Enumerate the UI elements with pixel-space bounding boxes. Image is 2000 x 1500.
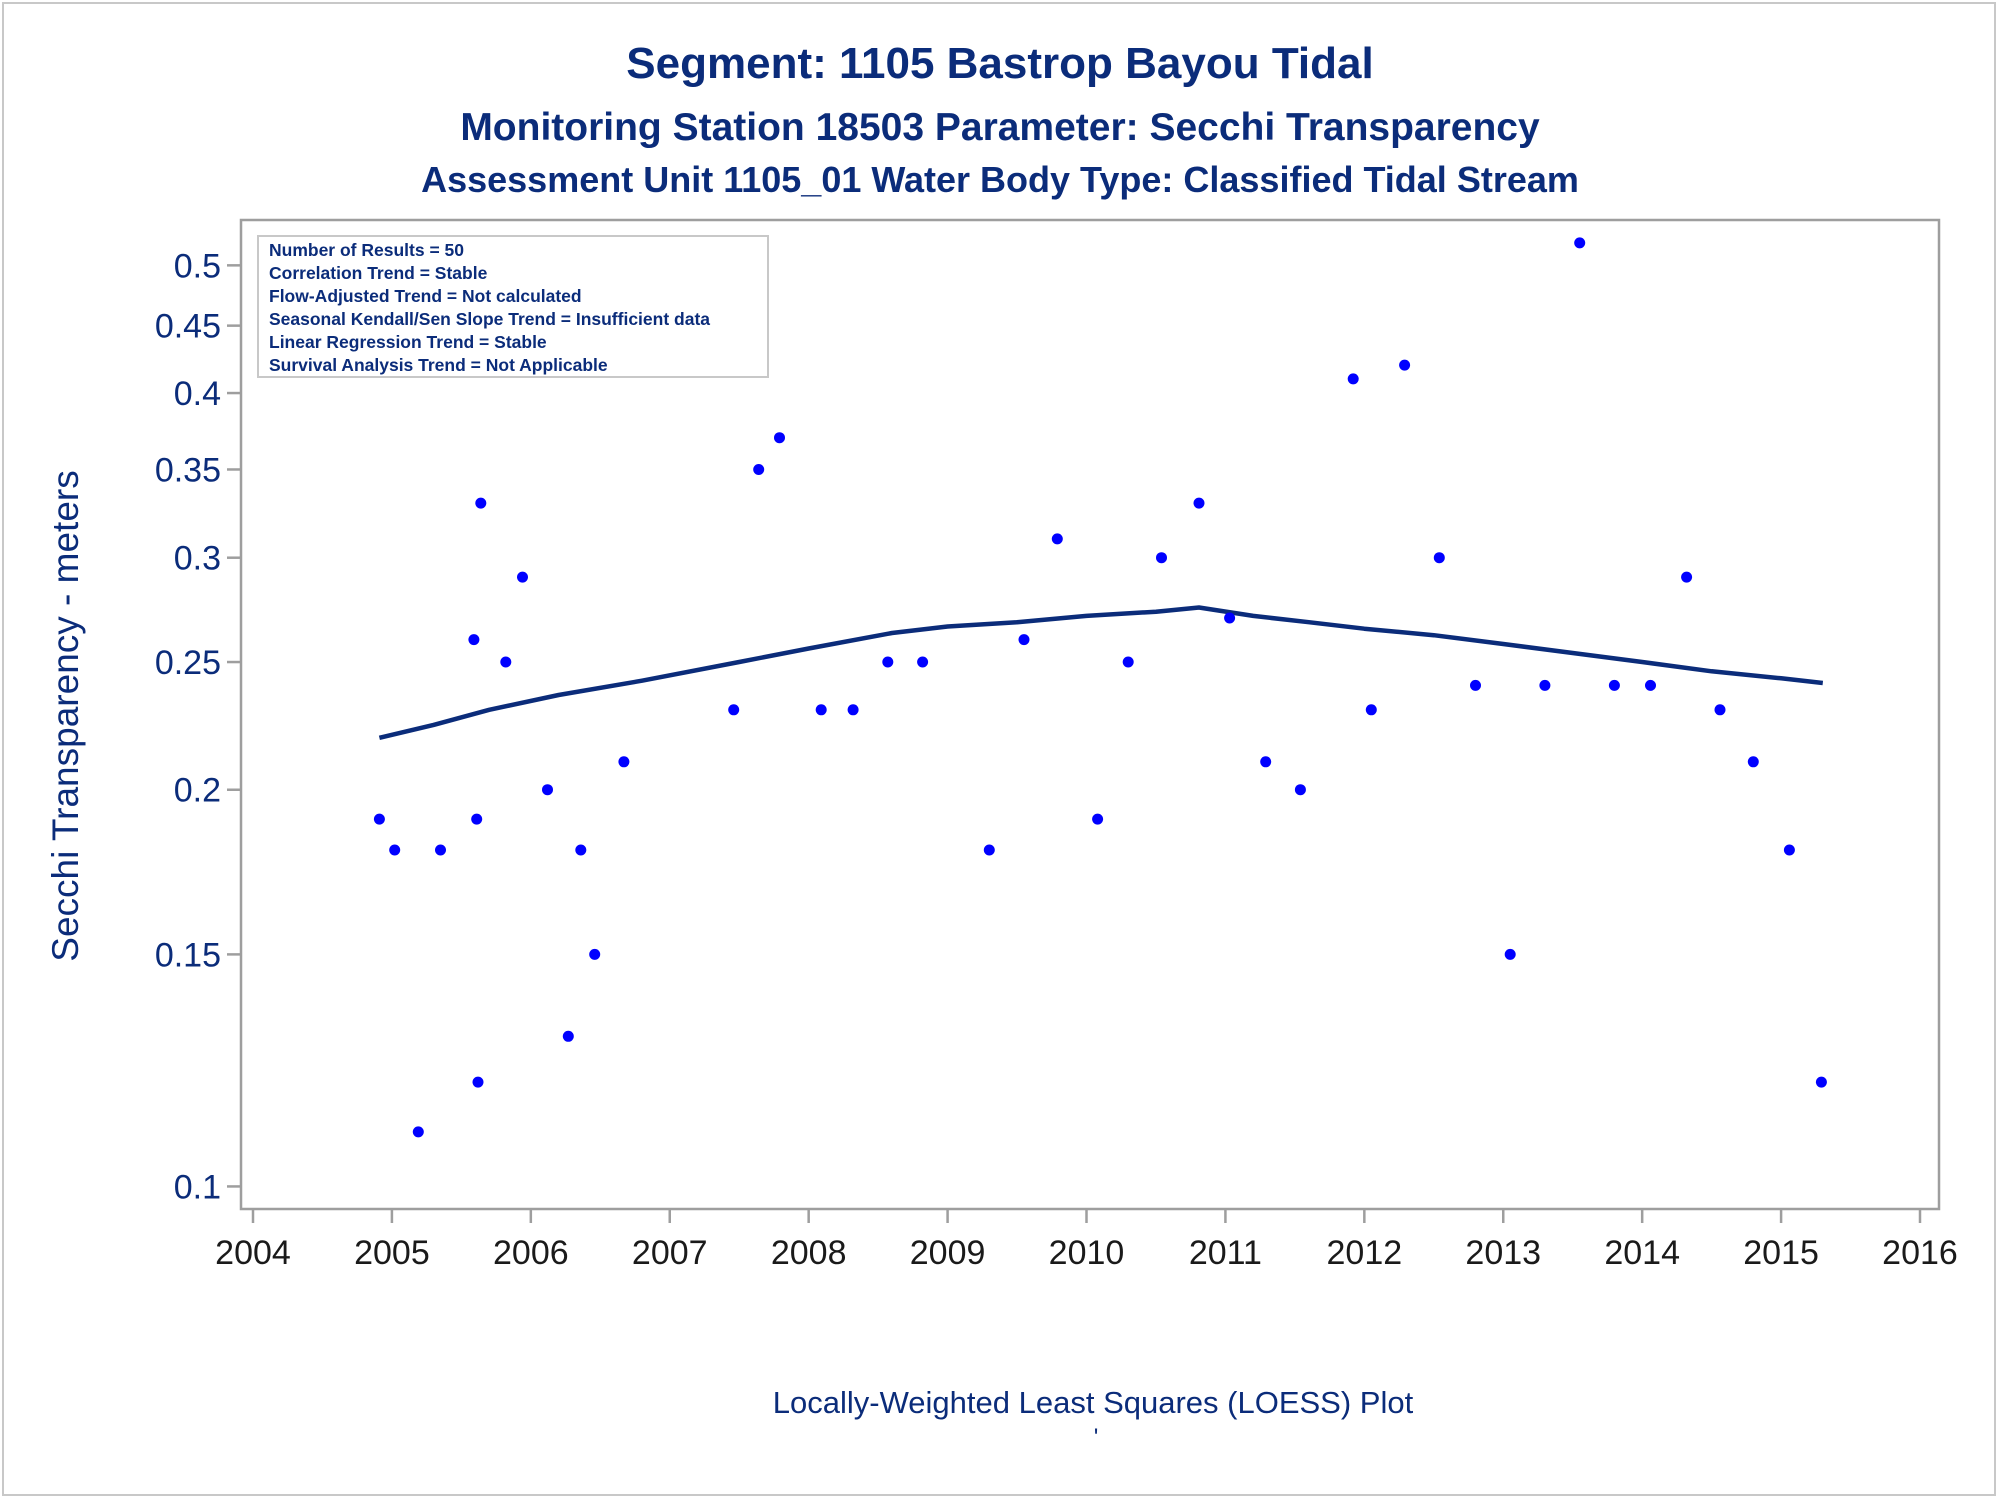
y-tick-label: 0.25: [155, 644, 221, 682]
data-point: [468, 634, 480, 646]
data-point: [1747, 756, 1759, 768]
data-point: [1608, 679, 1620, 691]
data-point: [983, 844, 995, 856]
stat-survival-analysis-trend: Survival Analysis Trend = Not Applicable: [269, 355, 608, 375]
data-point: [1092, 813, 1104, 825]
stat-correlation-trend: Correlation Trend = Stable: [269, 263, 488, 283]
y-tick-label: 0.45: [155, 308, 221, 346]
y-tick-label: 0.35: [155, 451, 221, 489]
data-point: [728, 704, 740, 716]
x-tick-label: 2014: [1604, 1234, 1680, 1272]
stat-linear-regression-trend: Linear Regression Trend = Stable: [269, 332, 547, 352]
data-point: [1347, 373, 1359, 385]
data-point: [1051, 533, 1063, 545]
stats-legend: Number of Results = 50 Correlation Trend…: [257, 235, 769, 378]
x-tick-label: 2012: [1327, 1234, 1403, 1272]
data-point: [1681, 571, 1693, 583]
chart-subtitle-assessment: Assessment Unit 1105_01 Water Body Type:…: [421, 159, 1579, 200]
data-point: [471, 813, 483, 825]
y-tick-label: 0.2: [174, 772, 221, 810]
data-point: [917, 656, 929, 668]
data-point: [1645, 679, 1656, 691]
x-tick-label: 2016: [1882, 1234, 1958, 1272]
y-tick-label: 0.1: [174, 1168, 221, 1206]
data-point: [882, 656, 894, 668]
loess-layer: [378, 605, 1824, 740]
data-point: [373, 813, 385, 825]
y-tick-label: 0.3: [174, 540, 221, 578]
x-tick-label: 2004: [215, 1234, 291, 1272]
data-point: [517, 571, 528, 583]
stat-flow-adjusted-trend: Flow-Adjusted Trend = Not calculated: [269, 286, 582, 306]
y-axis-title-group: Secchi Transparency - meters: [45, 470, 86, 961]
loess-line: [378, 605, 1824, 740]
stat-seasonal-kendall-trend: Seasonal Kendall/Sen Slope Trend = Insuf…: [269, 309, 710, 329]
chart-title: Segment: 1105 Bastrop Bayou Tidal: [626, 39, 1373, 88]
data-point: [1433, 552, 1445, 564]
footnote: Locally-Weighted Least Squares (LOESS) P…: [773, 1385, 1414, 1420]
data-point: [589, 948, 601, 960]
data-point: [1365, 704, 1377, 716]
data-point: [1260, 756, 1272, 768]
x-axis: 2004 2005 2006 2007 2008 2009 2010 2011 2012 2013…: [215, 1209, 1958, 1272]
data-point: [472, 1076, 484, 1088]
data-point: [774, 432, 785, 444]
x-tick-label: 2011: [1189, 1234, 1262, 1272]
y-axis-title: Secchi Transparency - meters: [45, 470, 86, 961]
data-point: [1504, 948, 1516, 960]
data-point: [1714, 704, 1726, 716]
data-point: [1539, 679, 1551, 691]
data-point: [435, 844, 446, 856]
chart-subtitle-station: Monitoring Station 18503 Parameter: Secc…: [460, 106, 1540, 149]
data-point: [1122, 656, 1134, 668]
y-tick-label: 0.5: [174, 247, 221, 285]
x-tick-label: 2009: [910, 1234, 986, 1272]
data-point: [1156, 552, 1167, 564]
data-point: [1193, 497, 1205, 509]
y-axis: 0.1 0.15 0.2 0.25 0.3 0.35 0.4 0.45 0.5: [155, 247, 241, 1206]
data-point: [1224, 612, 1236, 624]
x-tick-label: 2015: [1743, 1234, 1819, 1272]
data-point: [412, 1126, 424, 1138]
x-tick-label: 2006: [493, 1234, 569, 1272]
plot-area: [239, 218, 1941, 1211]
y-tick-label: 0.15: [155, 936, 221, 974]
data-point: [1294, 784, 1306, 796]
data-point: [847, 704, 859, 716]
x-tick-label: 2008: [771, 1234, 847, 1272]
data-point: [815, 704, 827, 716]
data-point: [389, 844, 401, 856]
y-tick-label: 0.4: [174, 375, 221, 413]
x-tick-label: 2013: [1465, 1234, 1541, 1272]
data-point: [1470, 679, 1481, 691]
data-point: [618, 756, 630, 768]
data-point: [575, 844, 587, 856]
x-tick-label: 2007: [632, 1234, 708, 1272]
x-tick-label: 2010: [1049, 1234, 1125, 1272]
data-point: [1574, 237, 1586, 249]
data-point: [1018, 634, 1030, 646]
stats-legend-box: [257, 235, 769, 378]
data-point: [562, 1030, 574, 1042]
stat-number-of-results: Number of Results = 50: [269, 240, 464, 260]
data-point: [542, 784, 553, 796]
data-point: [475, 497, 487, 509]
data-point: [753, 464, 765, 475]
data-point: [1783, 844, 1795, 856]
data-point: [500, 656, 512, 668]
data-point: [1815, 1076, 1827, 1088]
x-tick-label: 2005: [354, 1234, 430, 1272]
footnote-mark: ': [1094, 1424, 1099, 1451]
data-point: [1399, 359, 1411, 371]
